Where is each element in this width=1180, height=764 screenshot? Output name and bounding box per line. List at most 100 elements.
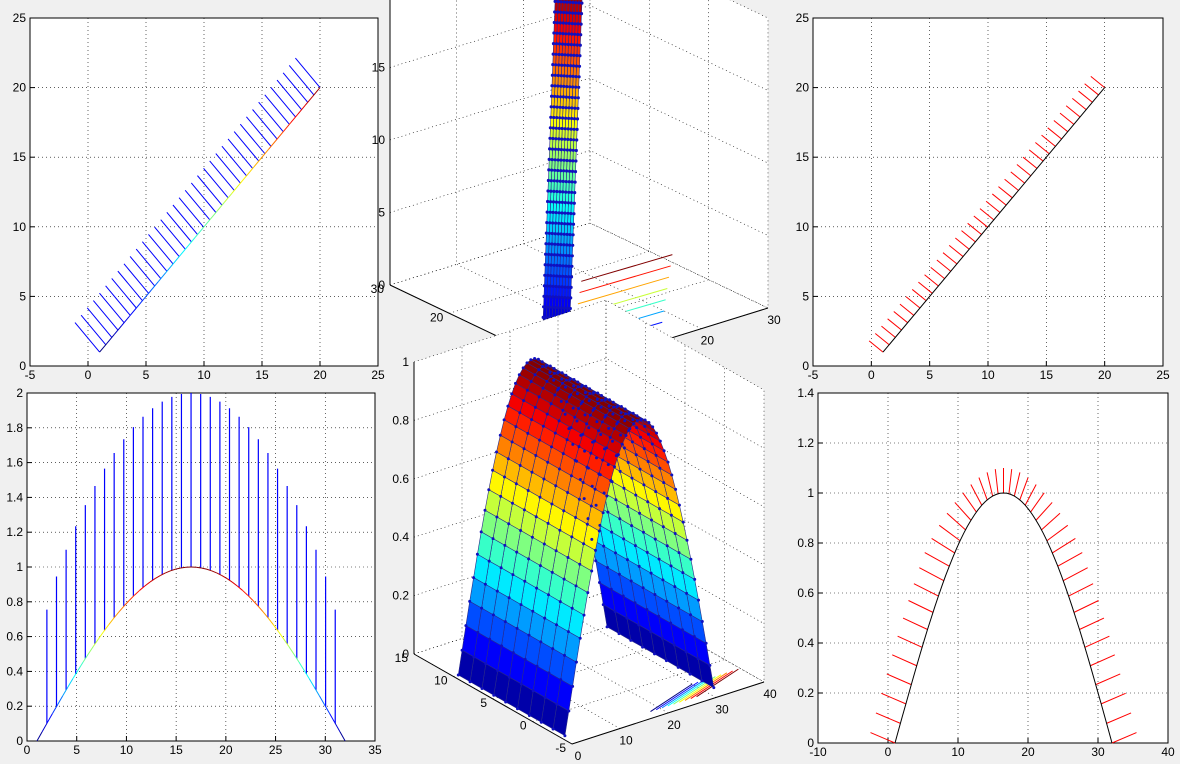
surface-marker: [574, 660, 578, 664]
y-tick-label: 25: [796, 11, 810, 25]
y-tick-label: -5: [555, 741, 566, 755]
y-tick-label: 5: [480, 696, 487, 710]
surface-marker: [560, 42, 565, 46]
x-tick-label: 15: [169, 743, 183, 757]
surface-marker: [642, 530, 645, 534]
surface-marker: [566, 137, 570, 141]
surface-marker: [653, 537, 657, 541]
normal-segment: [1073, 600, 1099, 613]
surface-marker: [542, 542, 546, 546]
normal-segment: [197, 175, 223, 206]
surface-marker: [630, 524, 634, 528]
y-tick-label: 15: [13, 150, 27, 164]
surface-marker: [537, 368, 541, 372]
surface-marker: [480, 606, 484, 610]
surface-marker: [612, 405, 616, 409]
surface-marker: [570, 95, 574, 100]
normal-segment: [891, 654, 917, 667]
surface-marker: [552, 253, 557, 257]
surface-marker: [538, 438, 542, 442]
surface-marker: [681, 571, 685, 575]
surface-marker: [672, 643, 676, 647]
surface-marker: [571, 148, 575, 152]
surface-marker: [572, 53, 576, 58]
surface-marker: [569, 201, 573, 205]
surface-marker: [571, 406, 575, 410]
normal-segment: [288, 65, 315, 96]
curve-segment: [242, 589, 248, 596]
x-tick-label: 20: [313, 368, 327, 382]
surface-marker: [647, 421, 651, 424]
surface-marker: [558, 274, 562, 278]
surface-marker: [578, 478, 582, 481]
surface-marker: [555, 95, 560, 99]
surface-marker: [585, 522, 589, 526]
plot-frame: [29, 17, 379, 367]
surface-marker: [541, 315, 545, 319]
curve-segment: [298, 661, 305, 671]
surface-marker: [566, 285, 570, 289]
surface-marker: [556, 232, 560, 236]
normal-segment: [1079, 617, 1105, 630]
surface-marker: [591, 408, 595, 412]
curve-segment: [118, 605, 125, 613]
curve-segment: [154, 575, 161, 579]
surface-marker: [561, 408, 565, 412]
curve-segment: [62, 686, 69, 697]
surface-marker: [553, 147, 558, 151]
normal-segment: [1106, 712, 1132, 724]
surface-marker: [561, 452, 565, 456]
normal-segment: [1072, 98, 1087, 111]
x-tick-label: 10: [951, 745, 965, 759]
surface-marker: [571, 442, 575, 446]
surface-marker: [553, 84, 557, 88]
surface-marker: [460, 648, 464, 652]
normal-segment: [166, 212, 192, 243]
curve-segment: [57, 695, 64, 706]
curve-segment: [319, 695, 326, 706]
contour-line: [579, 265, 671, 294]
normal-segment: [1035, 502, 1053, 521]
surface-marker: [570, 264, 574, 268]
normal-segment: [221, 145, 247, 177]
surface-marker: [584, 395, 588, 399]
curve-segment: [236, 585, 243, 591]
normal-segment: [991, 193, 1007, 206]
surface-marker: [558, 253, 563, 257]
surface-marker: [550, 73, 555, 77]
surface-marker: [544, 316, 548, 320]
surface-marker: [551, 727, 555, 731]
surface-marker: [692, 635, 696, 638]
surface-marker: [562, 10, 566, 15]
surface-marker: [472, 576, 476, 580]
surface-marker: [576, 32, 580, 37]
surface-marker: [626, 505, 630, 508]
surface-marker: [588, 392, 592, 395]
y-tick-label: 0: [16, 734, 23, 748]
curve-segment: [170, 568, 176, 572]
surface-marker: [561, 105, 565, 110]
surface-marker: [561, 381, 564, 385]
surface-marker: [563, 734, 567, 738]
surface-marker: [573, 96, 577, 100]
y-tick-label: 0.2: [6, 699, 23, 713]
surface-marker: [646, 460, 650, 463]
surface-marker: [664, 659, 668, 663]
surface-marker: [522, 399, 526, 403]
surface-marker: [566, 201, 571, 205]
normal-segment: [886, 673, 912, 686]
surface-marker: [617, 632, 621, 636]
surface-marker: [567, 116, 571, 120]
surface-marker: [608, 408, 612, 412]
surface-marker: [547, 168, 551, 172]
curve-segment: [252, 599, 259, 607]
curve-segment: [72, 669, 79, 679]
surface-marker: [562, 84, 566, 88]
surface-marker: [590, 484, 594, 488]
surface-marker: [564, 116, 568, 120]
surface-marker: [637, 564, 641, 568]
surface-marker: [577, 407, 581, 410]
surface-marker: [547, 671, 551, 675]
surface-marker: [564, 32, 568, 36]
